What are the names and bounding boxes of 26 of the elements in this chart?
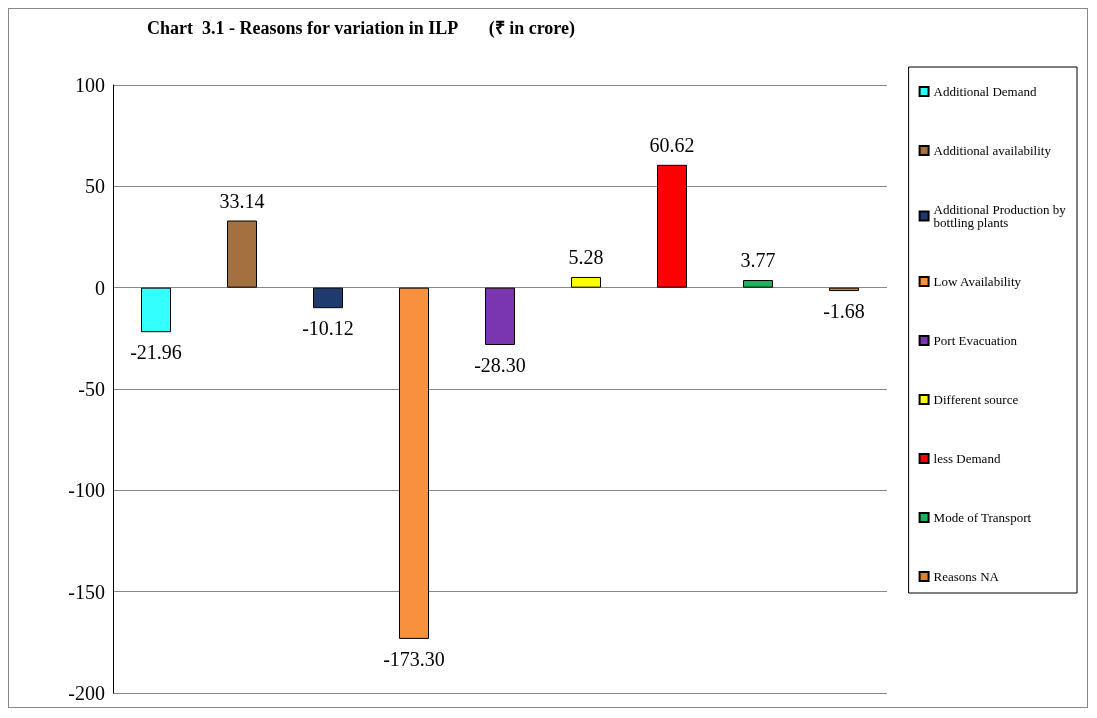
y-tick-label: -100	[68, 479, 105, 502]
y-tick-label: 100	[75, 74, 105, 96]
legend-label: less Demand	[933, 451, 1001, 466]
legend-label: Additional Production by bottling plants	[933, 202, 1070, 230]
data-label: -173.30	[383, 647, 445, 670]
legend-label: Port Evacuation	[933, 333, 1018, 348]
data-label: 5.28	[568, 245, 604, 268]
legend-label: Mode of Transport	[933, 510, 1032, 525]
data-label: -10.12	[302, 317, 354, 340]
data-label: 3.77	[740, 249, 776, 272]
y-tick-label: 0	[95, 276, 105, 299]
data-label: -21.96	[130, 341, 182, 364]
legend-label: Different source	[933, 392, 1019, 407]
legend-label: Additional Demand	[933, 84, 1037, 99]
data-label: 33.14	[219, 189, 265, 212]
y-tick-label: -50	[78, 378, 105, 400]
legend-label: Reasons NA	[933, 569, 1000, 584]
legend-label: Additional availability	[933, 143, 1052, 158]
y-tick-label: 50	[85, 175, 105, 198]
data-label: -28.30	[474, 354, 526, 377]
y-tick-label: -150	[68, 580, 105, 603]
data-label: 60.62	[649, 133, 695, 156]
legend-label: Low Availability	[933, 274, 1022, 289]
data-label: -1.68	[823, 300, 865, 323]
chart-title: Chart 3.1 - Reasons for variation in ILP (₹ in crore)	[147, 18, 575, 39]
y-tick-label: -200	[68, 682, 105, 704]
